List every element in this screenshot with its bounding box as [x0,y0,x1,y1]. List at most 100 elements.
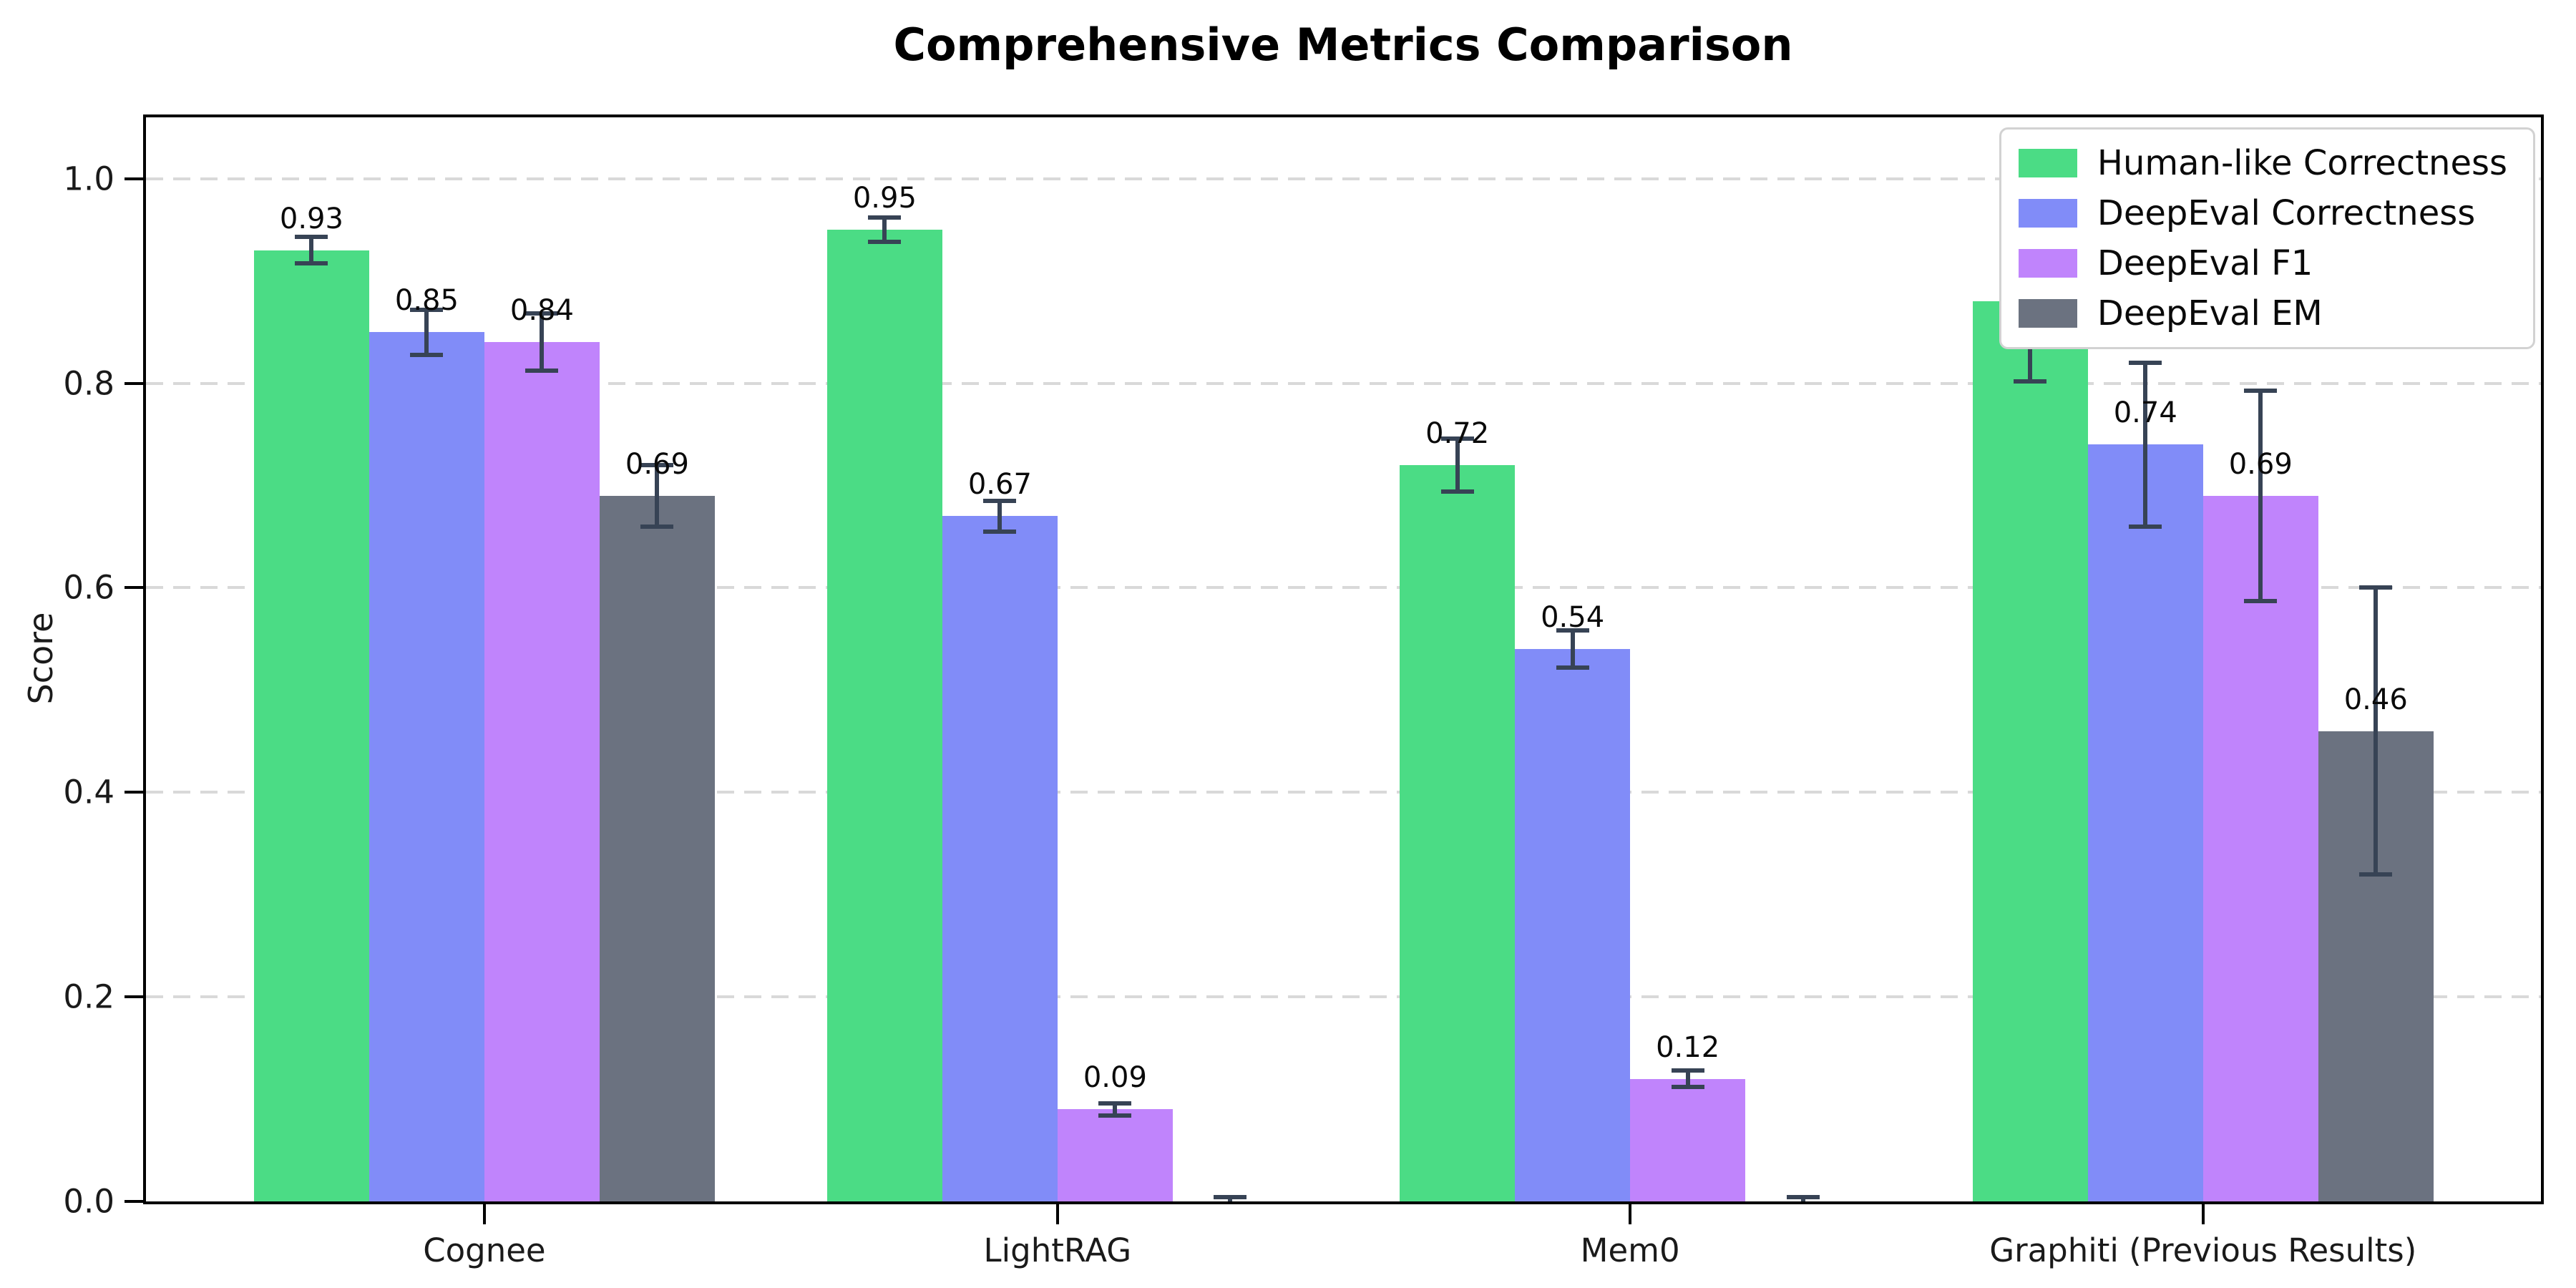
bar-value-label: 0.69 [2228,447,2293,481]
plot-area: Human-like Correctness DeepEval Correctne… [63,114,2544,1269]
error-bar-cap-bottom [410,352,444,357]
error-bar-cap-top [1786,1195,1820,1200]
error-bar-cap-top [2129,361,2162,366]
legend-label: DeepEval EM [2097,293,2323,333]
legend-swatch-icon [2018,249,2077,278]
error-bar-cap-top [983,498,1017,503]
bar-value-label: 0.54 [1541,601,1605,635]
chart-title: Comprehensive Metrics Comparison [893,19,1793,71]
bar-deepeval-f1 [1057,1109,1173,1201]
error-bar-line [2373,587,2379,874]
bar-deepeval-f1 [2202,495,2318,1201]
bar-value-label: 0.69 [625,447,689,481]
bar-value-label: 0.85 [394,284,459,318]
error-bar-cap-top [1671,1068,1704,1073]
error-bar-cap-top [410,307,444,312]
y-tick-label: 0.8 [63,364,114,403]
x-tick-mark [1055,1204,1059,1224]
error-bar-cap-bottom [983,529,1017,534]
y-tick-mark [125,381,143,385]
x-tick-mark [2201,1204,2205,1224]
error-bar-cap-top [868,215,902,220]
bar-value-label: 0.09 [1083,1061,1147,1095]
error-bar-cap-bottom [525,369,559,374]
error-bar-line [540,313,545,371]
error-bar-cap-bottom [1440,489,1474,494]
y-tick-label: 1.0 [63,160,114,198]
bar-human-like-correctness [253,250,369,1201]
bar-value-label: 0.84 [509,294,574,328]
bar-value-label: 0.46 [2343,683,2408,716]
error-bar-line [1455,438,1460,492]
error-bar-line [882,218,887,243]
legend-label: Human-like Correctness [2097,143,2507,183]
y-tick-mark [125,995,143,999]
error-bar-cap-bottom [2244,599,2278,604]
legend-swatch-icon [2018,199,2077,228]
error-bar-cap-bottom [295,261,328,266]
bar-deepeval-f1 [484,342,600,1201]
legend-label: DeepEval F1 [2097,243,2313,283]
y-tick-label: 0.2 [63,977,114,1016]
x-tick-mark [1629,1204,1632,1224]
bar-deepeval-em [599,495,715,1201]
bar-deepeval-correctness [942,516,1058,1201]
y-tick-mark [125,791,143,794]
error-bar-line [1113,1103,1118,1116]
error-bar-line [2258,390,2263,602]
error-bar-line [1685,1070,1690,1087]
legend: Human-like Correctness DeepEval Correctne… [1999,127,2535,349]
x-tick-label: Cognee [423,1231,546,1269]
error-bar-cap-bottom [868,240,902,245]
x-tick-label: LightRAG [983,1231,1132,1269]
error-bar-cap-bottom [1671,1084,1704,1089]
x-tick-label: Graphiti (Previous Results) [1989,1231,2417,1269]
y-tick-mark [125,1200,143,1203]
error-bar-cap-bottom [1556,665,1589,670]
legend-item: DeepEval Correctness [2018,193,2507,233]
legend-item: DeepEval F1 [2018,243,2507,283]
error-bar-cap-top [640,462,674,467]
legend-swatch-icon [2018,299,2077,328]
bar-deepeval-correctness [2087,444,2203,1201]
error-bar-cap-bottom [2129,524,2162,529]
legend-label: DeepEval Correctness [2097,193,2476,233]
gridline [146,586,2541,590]
x-tick-label: Mem0 [1580,1231,1680,1269]
bar-human-like-correctness [1400,464,1516,1201]
bar-deepeval-correctness [369,332,484,1201]
error-bar-line [2143,363,2148,527]
error-bar-cap-bottom [2359,872,2393,877]
error-bar-line [309,237,314,264]
error-bar-line [997,500,1002,532]
error-bar-cap-bottom [1098,1113,1132,1118]
bar-value-label: 0.93 [279,202,343,235]
bar-deepeval-correctness [1515,649,1631,1201]
bar-human-like-correctness [826,230,942,1201]
bar-human-like-correctness [1972,301,2088,1201]
error-bar-cap-bottom [640,524,674,529]
x-tick-mark [482,1204,486,1224]
error-bar-cap-top [525,311,559,316]
legend-item: Human-like Correctness [2018,143,2507,183]
error-bar-cap-top [295,235,328,240]
gridline [146,381,2541,385]
error-bar-cap-top [1214,1195,1247,1200]
bar-value-label: 0.74 [2113,396,2177,430]
legend-swatch-icon [2018,149,2077,177]
gridline [146,177,2541,180]
bar-value-label: 0.67 [967,468,1032,502]
error-bar-line [424,309,429,355]
legend-item: DeepEval EM [2018,293,2507,333]
y-tick-mark [125,177,143,180]
error-bar-cap-top [2359,585,2393,590]
y-tick-label: 0.4 [63,773,114,811]
bar-value-label: 0.95 [852,182,917,215]
y-tick-label: 0.0 [63,1182,114,1221]
gridline [146,791,2541,794]
error-bar-cap-bottom [2014,379,2047,384]
y-axis-label: Score [21,612,60,705]
gridline [146,995,2541,999]
bar-deepeval-f1 [1630,1078,1746,1201]
